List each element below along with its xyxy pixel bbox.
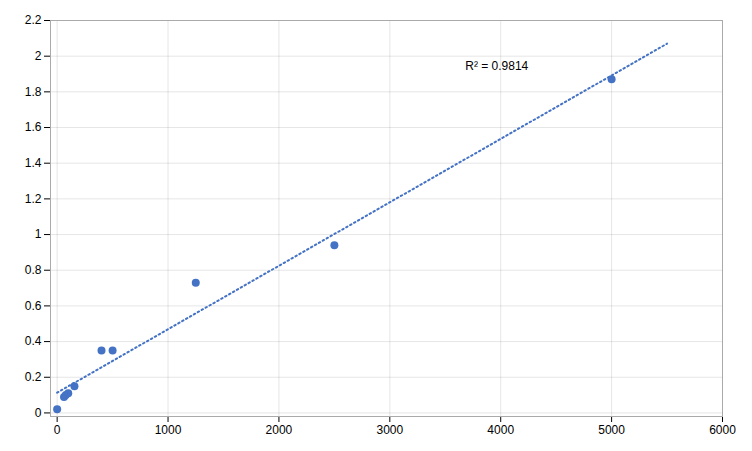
svg-text:2.2: 2.2: [25, 13, 42, 27]
svg-text:6000: 6000: [709, 423, 736, 437]
svg-text:1000: 1000: [155, 423, 182, 437]
svg-text:0: 0: [35, 406, 42, 420]
svg-text:1: 1: [35, 227, 42, 241]
svg-text:4000: 4000: [487, 423, 514, 437]
svg-text:2000: 2000: [266, 423, 293, 437]
svg-text:5000: 5000: [598, 423, 625, 437]
svg-text:0: 0: [54, 423, 61, 437]
svg-text:1.8: 1.8: [25, 85, 42, 99]
svg-text:0.2: 0.2: [25, 370, 42, 384]
svg-text:1.2: 1.2: [25, 192, 42, 206]
svg-text:2: 2: [35, 49, 42, 63]
svg-text:0.8: 0.8: [25, 263, 42, 277]
svg-text:1.6: 1.6: [25, 120, 42, 134]
svg-text:3000: 3000: [376, 423, 403, 437]
svg-text:0.4: 0.4: [25, 334, 42, 348]
svg-text:1.4: 1.4: [25, 156, 42, 170]
svg-text:0.6: 0.6: [25, 299, 42, 313]
svg-text:R² = 0.9814: R² = 0.9814: [465, 59, 528, 73]
